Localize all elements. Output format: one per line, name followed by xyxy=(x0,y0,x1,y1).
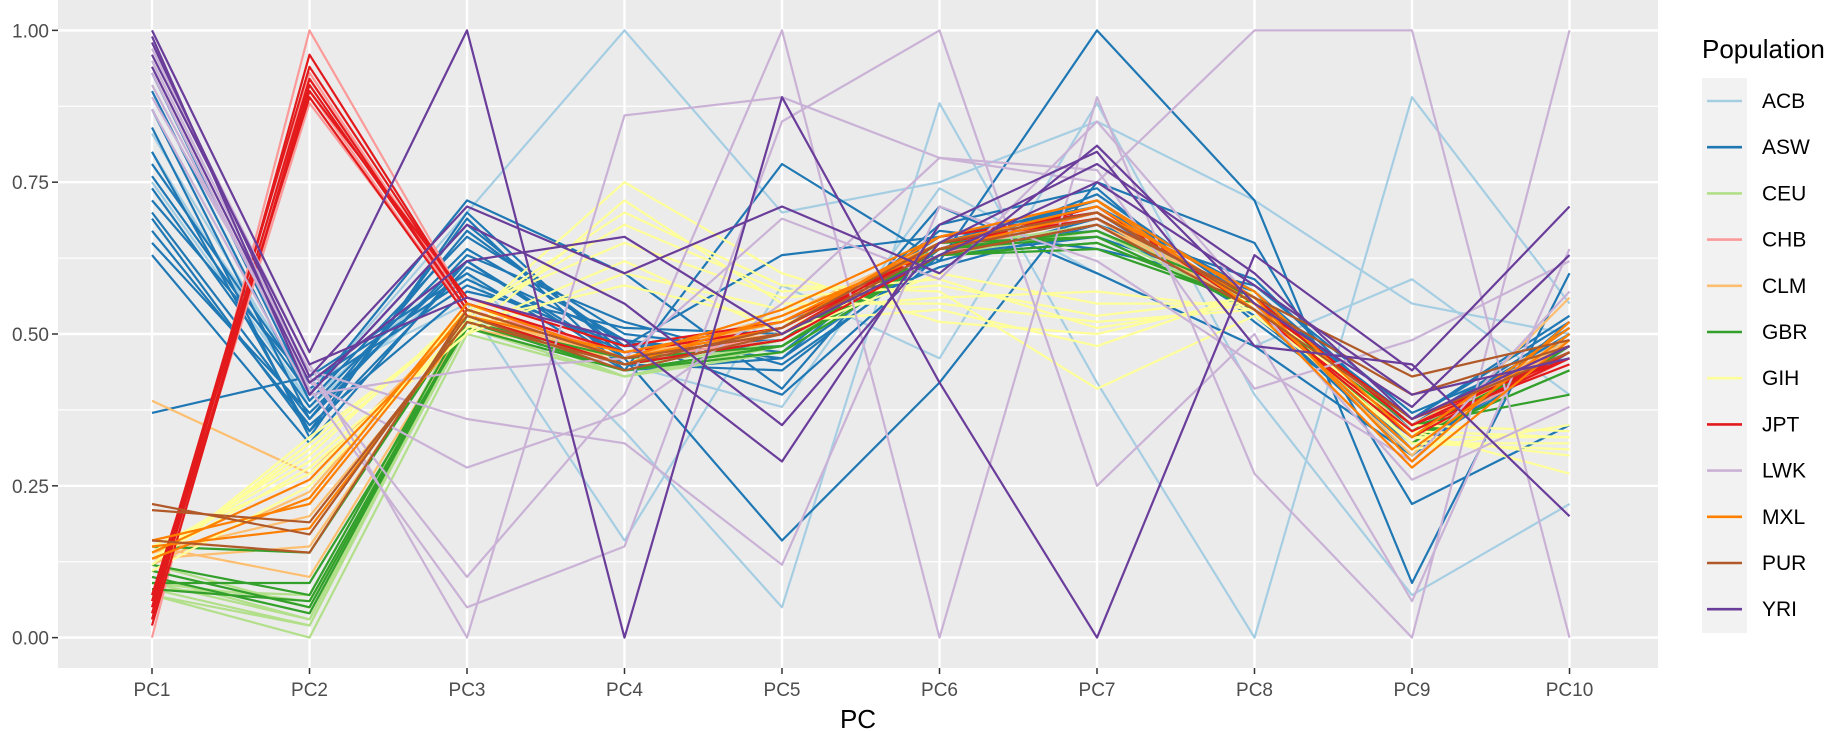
y-tick-label: 0.00 xyxy=(12,629,49,650)
legend-title: Population xyxy=(1702,34,1825,64)
series-line xyxy=(151,29,1571,609)
x-tick-label: PC1 xyxy=(134,680,171,701)
y-tick-label: 0.50 xyxy=(12,325,49,346)
series-line xyxy=(151,217,1570,536)
series-line xyxy=(150,35,1570,427)
series-line xyxy=(151,199,1571,542)
series-line xyxy=(151,211,1570,524)
x-tick-label: PC5 xyxy=(764,680,801,701)
x-axis: PC1 PC2 PC3 PC4 PC5 PC6 PC7 PC8 PC9 PC10 xyxy=(134,668,1594,701)
series-line xyxy=(151,96,1571,566)
x-axis-title: PC xyxy=(840,704,876,731)
major-gridlines xyxy=(58,0,1658,668)
legend-label: MXL xyxy=(1762,506,1805,529)
legend-label: CLM xyxy=(1762,275,1806,298)
legend-entries: ACB ASW CEU CHB CLM GBR GIH JPT LWK MXL PUR YRI xyxy=(1707,90,1810,621)
legend-label: CEU xyxy=(1762,182,1806,205)
series-line xyxy=(151,102,1571,597)
x-tick-label: PC10 xyxy=(1546,680,1594,701)
legend-label: GBR xyxy=(1762,321,1808,344)
y-tick-label: 0.25 xyxy=(12,477,49,498)
x-tick-label: PC3 xyxy=(449,680,486,701)
series-line xyxy=(151,199,1571,560)
x-tick-label: PC7 xyxy=(1079,680,1116,701)
series-yri xyxy=(150,29,1571,639)
series-line xyxy=(151,54,1571,517)
series-line xyxy=(151,29,1571,639)
x-tick-label: PC6 xyxy=(921,680,958,701)
y-axis: 0.00 0.25 0.50 0.75 1.00 xyxy=(12,21,58,650)
legend-label: PUR xyxy=(1762,552,1806,575)
y-tick-label: 1.00 xyxy=(12,21,49,42)
legend-label: GIH xyxy=(1762,367,1799,390)
series-line xyxy=(151,108,1570,481)
legend: Population ACB ASW CEU CHB CLM GBR GIH JPT LWK MX… xyxy=(1702,34,1825,633)
series-line xyxy=(151,66,1570,396)
y-tick-label: 0.75 xyxy=(12,173,49,194)
x-tick-label: PC4 xyxy=(606,680,643,701)
legend-label: YRI xyxy=(1762,598,1797,621)
legend-label: ASW xyxy=(1762,136,1810,159)
legend-label: CHB xyxy=(1762,229,1806,252)
series-line xyxy=(151,29,1570,396)
x-tick-label: PC9 xyxy=(1394,680,1431,701)
legend-key-background xyxy=(1702,78,1747,633)
series-line xyxy=(150,96,1571,596)
legend-label: ACB xyxy=(1762,90,1805,113)
legend-label: LWK xyxy=(1762,460,1806,483)
x-tick-label: PC8 xyxy=(1236,680,1273,701)
legend-label: JPT xyxy=(1762,413,1800,436)
x-tick-label: PC2 xyxy=(291,680,328,701)
series-lines xyxy=(150,29,1571,639)
